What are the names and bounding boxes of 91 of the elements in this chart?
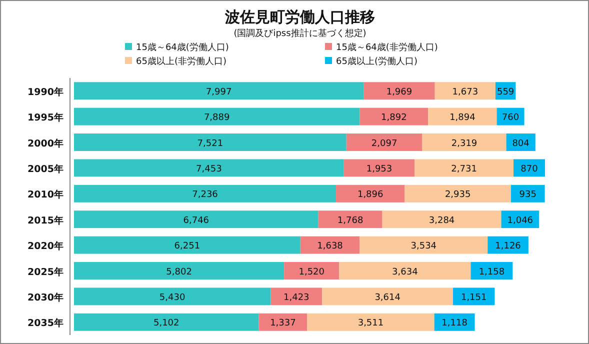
data-label: 935 — [519, 190, 536, 200]
data-label: 1,892 — [381, 113, 407, 124]
bar — [74, 210, 318, 228]
data-label: 3,634 — [392, 267, 418, 278]
bar — [270, 288, 322, 306]
bar — [74, 313, 259, 331]
legend-label: 65歳以上(非労働人口) — [136, 56, 226, 67]
bar — [300, 236, 360, 254]
data-label: 5,102 — [153, 318, 180, 329]
data-label: 1,151 — [460, 292, 487, 303]
bar — [74, 184, 336, 202]
data-label: 6,746 — [183, 216, 210, 226]
bar — [74, 82, 364, 100]
y-tick-label: 1990年 — [28, 86, 64, 98]
y-tick-label: 2025年 — [28, 266, 64, 278]
data-label: 3,534 — [410, 242, 437, 252]
data-label: 1,896 — [357, 190, 384, 200]
bar — [74, 288, 271, 306]
y-tick-label: 1995年 — [28, 112, 64, 124]
bar — [422, 134, 506, 151]
data-label: 760 — [502, 113, 520, 124]
data-label: 7,889 — [204, 113, 230, 124]
data-label: 1,423 — [284, 292, 310, 303]
legend-label: 15歳～64歳(非労働人口) — [336, 42, 438, 53]
bar — [318, 210, 382, 228]
bar — [453, 288, 495, 306]
data-label: 2,319 — [451, 138, 478, 149]
bar — [470, 262, 513, 280]
bar — [434, 313, 475, 331]
bar — [434, 82, 496, 100]
legend-label: 15歳～64歳(労働人口) — [136, 42, 229, 53]
data-label: 1,969 — [386, 87, 412, 98]
data-label: 2,097 — [371, 138, 398, 149]
data-label: 1,337 — [270, 318, 296, 329]
data-label: 7,521 — [197, 138, 224, 149]
bar — [428, 108, 497, 126]
data-label: 1,118 — [442, 318, 468, 329]
data-label: 2,935 — [444, 190, 471, 200]
bar — [346, 134, 422, 151]
bar — [307, 313, 434, 331]
bar — [74, 262, 284, 280]
data-label: 3,284 — [428, 216, 455, 226]
y-tick-label: 2010年 — [28, 188, 64, 201]
data-label: 1,158 — [478, 267, 505, 278]
y-tick-label: 2015年 — [28, 214, 64, 226]
bar — [336, 184, 405, 202]
bar — [488, 236, 528, 254]
data-label: 6,251 — [174, 242, 200, 252]
bar — [74, 159, 344, 177]
data-label: 1,520 — [298, 267, 325, 278]
data-label: 5,802 — [166, 267, 192, 278]
bar — [414, 159, 514, 177]
data-label: 559 — [496, 87, 514, 98]
chart-subtitle: (国調及びipss推計に基づく想定) — [234, 28, 366, 39]
data-label: 7,236 — [192, 190, 218, 200]
bar — [344, 159, 415, 177]
data-label: 1,768 — [337, 216, 364, 226]
chart-title: 波佐見町労働人口推移 — [224, 8, 375, 26]
data-label: 1,673 — [452, 87, 478, 98]
data-label: 7,453 — [196, 164, 222, 174]
bar — [74, 236, 300, 254]
data-label: 804 — [512, 138, 530, 149]
y-tick-label: 2005年 — [28, 162, 64, 175]
bar — [284, 262, 340, 280]
y-tick-label: 2000年 — [28, 137, 64, 150]
bar — [404, 184, 511, 202]
data-label: 1,046 — [507, 216, 534, 226]
data-label: 870 — [520, 164, 538, 174]
y-tick-label: 2035年 — [28, 317, 64, 330]
bar — [364, 82, 435, 100]
data-label: 3,511 — [358, 318, 384, 329]
data-label: 1,638 — [317, 242, 344, 252]
bar — [510, 184, 545, 202]
bar — [74, 134, 346, 151]
data-label: 1,126 — [495, 242, 522, 252]
bar — [382, 210, 502, 228]
y-tick-label: 2020年 — [28, 240, 64, 252]
bar — [74, 108, 360, 126]
data-label: 1,953 — [366, 164, 392, 174]
data-label: 3,614 — [374, 292, 401, 303]
data-label: 7,997 — [206, 87, 232, 98]
bar — [258, 313, 308, 331]
bar — [322, 288, 454, 306]
data-label: 1,894 — [450, 113, 476, 124]
y-tick-label: 2030年 — [28, 291, 64, 304]
bar — [360, 108, 428, 126]
bar — [339, 262, 471, 280]
bar — [360, 236, 488, 254]
data-label: 2,731 — [451, 164, 477, 174]
legend-label: 65歳以上(労働人口) — [336, 56, 418, 67]
data-label: 5,430 — [159, 292, 186, 303]
